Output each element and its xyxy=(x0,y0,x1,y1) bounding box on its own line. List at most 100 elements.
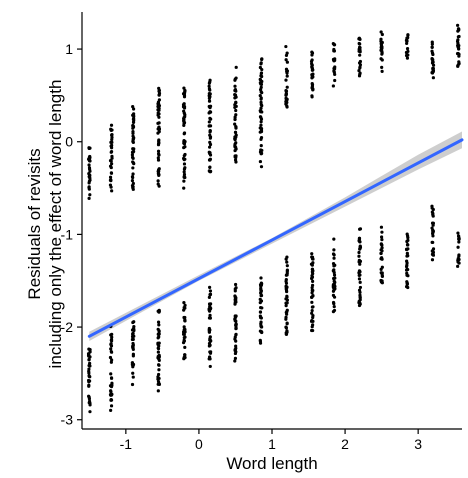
data-point xyxy=(234,322,238,326)
data-point xyxy=(156,332,160,336)
data-point xyxy=(208,104,213,108)
data-point xyxy=(284,273,288,277)
data-point xyxy=(209,350,213,354)
data-point xyxy=(233,289,237,293)
data-point xyxy=(130,153,135,157)
data-point xyxy=(404,268,409,272)
data-point xyxy=(456,38,460,42)
data-point xyxy=(108,175,113,179)
data-point xyxy=(208,285,212,289)
data-point xyxy=(182,325,186,329)
data-point xyxy=(258,314,262,318)
data-point xyxy=(380,274,384,278)
data-point xyxy=(284,325,288,329)
data-point xyxy=(207,357,211,361)
data-point xyxy=(310,308,314,313)
x-tick-label: -1 xyxy=(120,436,133,452)
data-point xyxy=(87,383,91,387)
data-point xyxy=(157,184,161,188)
data-point xyxy=(109,376,114,380)
data-point xyxy=(109,408,113,412)
data-point xyxy=(131,175,135,180)
data-point xyxy=(109,372,113,376)
data-point xyxy=(380,65,384,69)
data-point xyxy=(131,166,135,170)
data-point xyxy=(233,351,238,356)
data-point xyxy=(207,84,211,88)
data-point xyxy=(131,181,135,186)
data-point xyxy=(130,337,135,342)
data-point xyxy=(131,375,135,379)
data-point xyxy=(259,74,263,78)
x-tick-label: 2 xyxy=(341,436,349,452)
data-point xyxy=(380,238,384,242)
data-point xyxy=(110,132,114,137)
data-point xyxy=(88,410,92,414)
data-point xyxy=(234,286,238,290)
data-point xyxy=(456,260,460,264)
data-point xyxy=(233,302,237,306)
data-point xyxy=(331,84,335,88)
data-point xyxy=(183,318,187,322)
data-point xyxy=(182,305,186,310)
data-point xyxy=(357,237,362,241)
data-point xyxy=(234,298,238,302)
data-point xyxy=(358,262,362,266)
data-point xyxy=(156,131,160,135)
data-point xyxy=(259,106,263,110)
data-point xyxy=(259,165,264,169)
data-point xyxy=(156,141,161,146)
data-point xyxy=(332,248,336,252)
data-point xyxy=(234,339,238,343)
data-point xyxy=(87,399,92,403)
data-point xyxy=(130,150,135,154)
data-point xyxy=(131,185,135,189)
data-point xyxy=(310,255,315,259)
data-point xyxy=(207,308,211,312)
data-point xyxy=(182,174,186,178)
data-point xyxy=(379,271,383,275)
data-point xyxy=(183,166,187,170)
data-point xyxy=(109,393,114,397)
data-point xyxy=(332,43,337,47)
data-point xyxy=(131,137,135,142)
data-point xyxy=(156,149,161,153)
data-point xyxy=(157,138,161,142)
data-point xyxy=(379,235,384,239)
data-point xyxy=(131,172,135,176)
data-point xyxy=(284,78,288,82)
data-point xyxy=(332,268,336,272)
data-point xyxy=(208,313,212,317)
data-point xyxy=(259,281,263,285)
data-point xyxy=(431,60,435,64)
data-point xyxy=(310,83,315,87)
data-point xyxy=(284,67,289,71)
data-point xyxy=(183,88,187,93)
data-point xyxy=(431,207,435,212)
data-point xyxy=(259,82,264,87)
y-axis-label-line-1: Residuals of revisits xyxy=(25,148,44,299)
data-point xyxy=(260,91,264,95)
regression-line xyxy=(87,138,464,338)
data-point xyxy=(357,68,361,73)
data-point xyxy=(156,389,160,393)
x-axis-label: Word length xyxy=(226,454,317,473)
data-point xyxy=(358,280,362,284)
data-point xyxy=(208,142,213,147)
data-point xyxy=(233,137,237,141)
data-point xyxy=(332,273,337,277)
data-point xyxy=(405,234,410,238)
data-point xyxy=(284,58,288,62)
data-point xyxy=(233,122,237,126)
data-point xyxy=(284,279,288,283)
data-point xyxy=(88,403,92,407)
data-point xyxy=(88,156,92,160)
data-point xyxy=(234,282,238,287)
data-point xyxy=(457,34,461,39)
data-point xyxy=(285,260,289,264)
data-point xyxy=(259,148,263,152)
data-point xyxy=(379,251,383,256)
data-point xyxy=(284,88,288,93)
data-point xyxy=(130,155,135,159)
data-point xyxy=(131,371,135,375)
